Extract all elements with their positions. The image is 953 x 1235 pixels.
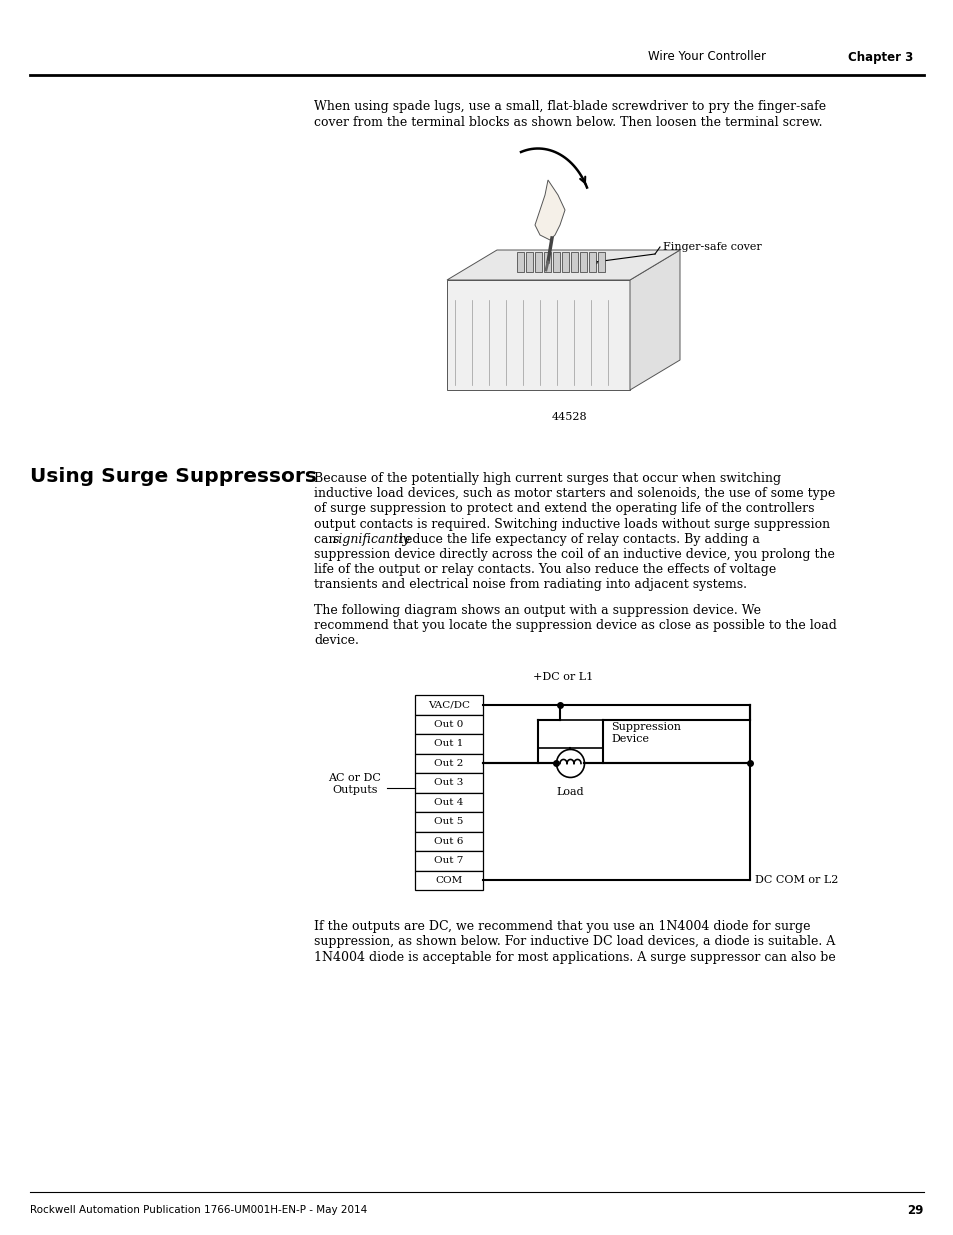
Text: Rockwell Automation Publication 1766-UM001H-EN-P - May 2014: Rockwell Automation Publication 1766-UM0…: [30, 1205, 367, 1215]
Text: inductive load devices, such as motor starters and solenoids, the use of some ty: inductive load devices, such as motor st…: [314, 487, 835, 500]
Text: Chapter 3: Chapter 3: [847, 51, 912, 63]
Bar: [415, 831, 482, 851]
Text: of surge suppression to protect and extend the operating life of the controllers: of surge suppression to protect and exte…: [314, 503, 814, 515]
Bar: [543, 252, 551, 272]
Bar: [415, 871, 482, 890]
Bar: [525, 252, 533, 272]
Bar: [535, 252, 541, 272]
Text: cover from the terminal blocks as shown below. Then loosen the terminal screw.: cover from the terminal blocks as shown …: [314, 116, 821, 128]
Bar: [579, 252, 586, 272]
Text: Out 1: Out 1: [434, 740, 463, 748]
Text: The following diagram shows an output with a suppression device. We: The following diagram shows an output wi…: [314, 604, 760, 616]
Text: VAC/DC: VAC/DC: [428, 700, 470, 709]
Text: output contacts is required. Switching inductive loads without surge suppression: output contacts is required. Switching i…: [314, 517, 829, 531]
Text: 29: 29: [906, 1203, 923, 1216]
Bar: [517, 252, 523, 272]
Text: Wire Your Controller: Wire Your Controller: [647, 51, 765, 63]
Bar: [588, 252, 596, 272]
Bar: [415, 695, 482, 715]
Text: Out 5: Out 5: [434, 818, 463, 826]
Bar: [415, 851, 482, 871]
Bar: [415, 715, 482, 734]
Text: Out 3: Out 3: [434, 778, 463, 788]
Text: Finger-safe cover: Finger-safe cover: [662, 242, 760, 252]
Bar: [561, 252, 568, 272]
Text: Load: Load: [557, 788, 583, 798]
Bar: [537, 720, 602, 748]
Text: life of the output or relay contacts. You also reduce the effects of voltage: life of the output or relay contacts. Yo…: [314, 563, 776, 577]
Text: When using spade lugs, use a small, flat-blade screwdriver to pry the finger-saf: When using spade lugs, use a small, flat…: [314, 100, 825, 112]
Bar: [415, 734, 482, 753]
Text: 44528: 44528: [552, 412, 587, 422]
Text: significantly: significantly: [333, 532, 411, 546]
Text: transients and electrical noise from radiating into adjacent systems.: transients and electrical noise from rad…: [314, 578, 746, 592]
Text: COM: COM: [435, 876, 462, 885]
Text: Out 6: Out 6: [434, 837, 463, 846]
Text: +DC or L1: +DC or L1: [533, 672, 593, 682]
Bar: [415, 813, 482, 831]
Text: Device: Device: [610, 734, 648, 743]
Bar: [415, 793, 482, 813]
Text: device.: device.: [314, 634, 358, 647]
Text: Out 7: Out 7: [434, 856, 463, 866]
Text: If the outputs are DC, we recommend that you use an 1N4004 diode for surge: If the outputs are DC, we recommend that…: [314, 920, 810, 934]
Text: Because of the potentially high current surges that occur when switching: Because of the potentially high current …: [314, 472, 781, 485]
Text: reduce the life expectancy of relay contacts. By adding a: reduce the life expectancy of relay cont…: [395, 532, 760, 546]
Text: can: can: [314, 532, 340, 546]
Bar: [571, 252, 578, 272]
Text: Suppression: Suppression: [610, 722, 680, 732]
Text: Out 0: Out 0: [434, 720, 463, 729]
Polygon shape: [447, 280, 629, 390]
Polygon shape: [447, 249, 679, 280]
Text: recommend that you locate the suppression device as close as possible to the loa: recommend that you locate the suppressio…: [314, 619, 836, 632]
Text: DC COM or L2: DC COM or L2: [754, 876, 838, 885]
Text: 1N4004 diode is acceptable for most applications. A surge suppressor can also be: 1N4004 diode is acceptable for most appl…: [314, 951, 835, 963]
Text: AC or DC: AC or DC: [328, 773, 381, 783]
Text: suppression device directly across the coil of an inductive device, you prolong : suppression device directly across the c…: [314, 548, 834, 561]
Text: Using Surge Suppressors: Using Surge Suppressors: [30, 467, 316, 487]
Bar: [415, 773, 482, 793]
Text: Out 2: Out 2: [434, 760, 463, 768]
Text: Outputs: Outputs: [332, 785, 377, 795]
Polygon shape: [629, 249, 679, 390]
Bar: [415, 753, 482, 773]
Bar: [598, 252, 604, 272]
Text: suppression, as shown below. For inductive DC load devices, a diode is suitable.: suppression, as shown below. For inducti…: [314, 935, 835, 948]
Bar: [553, 252, 559, 272]
Polygon shape: [535, 180, 564, 240]
Text: Out 4: Out 4: [434, 798, 463, 806]
